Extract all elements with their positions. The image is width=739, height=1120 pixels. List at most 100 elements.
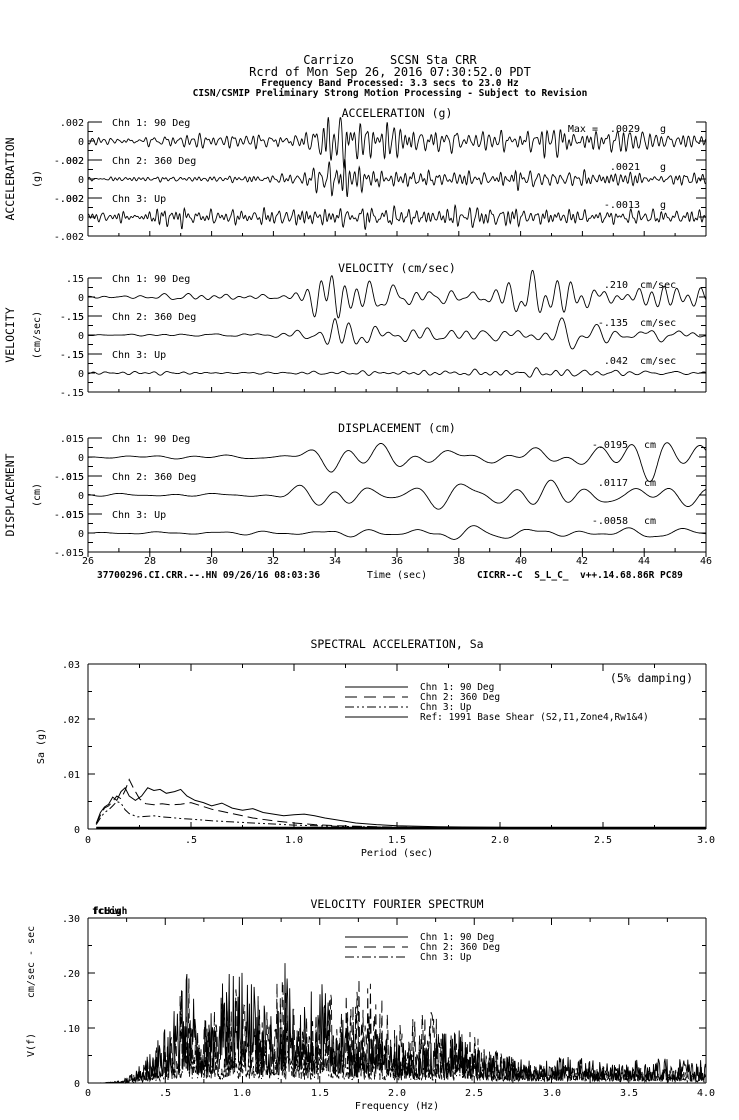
- vf-ytick-30: .30: [62, 914, 80, 925]
- vel-chn3-max-value: .042: [604, 356, 628, 367]
- acc-chn1-ytick-zero: 0: [78, 137, 84, 148]
- vf-xtick-40: 4.0: [697, 1088, 715, 1099]
- vf-ytick-0: 0: [74, 1079, 80, 1090]
- vf-legend-chn2: Chn 2: 360 Deg: [420, 942, 500, 953]
- vf-ytick-20: .20: [62, 969, 80, 980]
- time-tick-40: 40: [515, 556, 527, 567]
- time-tick-46: 46: [700, 556, 712, 567]
- disp-chn2-max-unit: cm: [644, 478, 656, 489]
- sa-ytick-03: .03: [62, 660, 80, 671]
- sa-damping-note: (5% damping): [610, 671, 693, 685]
- acc-chn2-ytick-bottom: -.002: [54, 194, 84, 205]
- vf-xtick-0: 0: [85, 1088, 91, 1099]
- displacement-waveform-chn3: [88, 525, 707, 540]
- disp-chn3-ytick-zero: 0: [78, 529, 84, 540]
- vf-xtick-35: 3.5: [620, 1088, 638, 1099]
- velocity-waveform-chn1: [87, 269, 707, 319]
- displacement-side-units: (cm): [32, 483, 43, 507]
- disp-chn3-max-unit: cm: [644, 516, 656, 527]
- acc-chn1-max-unit: g: [660, 124, 666, 135]
- acceleration-side-units: (g): [32, 170, 43, 188]
- acc-chn2-ytick-zero: 0: [78, 175, 84, 186]
- sa-xtick-15: 1.5: [388, 835, 406, 846]
- time-tick-30: 30: [206, 556, 218, 567]
- sa-xtick-30: 3.0: [697, 835, 715, 846]
- vf-curve-3: [88, 1044, 707, 1085]
- header-record-line: Rcrd of Mon Sep 26, 2016 07:30:52.0 PDT: [249, 65, 531, 79]
- sa-ytick-01: .01: [62, 770, 80, 781]
- displacement-side-label: DISPLACEMENT: [3, 453, 17, 536]
- acc-chn3-ytick-top: .002: [60, 194, 84, 205]
- acc-chn2-label: Chn 2: 360 Deg: [112, 156, 196, 167]
- disp-chn3-label: Chn 3: Up: [112, 510, 166, 521]
- velocity-waveform-chn2: [87, 317, 707, 350]
- sa-xlabel: Period (sec): [361, 848, 433, 859]
- sa-xtick-05: .5: [185, 835, 197, 846]
- acc-chn1-ytick-top: .002: [60, 118, 84, 129]
- acc-chn3-ytick-zero: 0: [78, 213, 84, 224]
- disp-chn1-ytick-top: .015: [60, 434, 84, 445]
- acceleration-waveform-chn1: [87, 117, 707, 169]
- vf-legend-chn1: Chn 1: 90 Deg: [420, 932, 494, 943]
- displacement-title: DISPLACEMENT (cm): [338, 421, 456, 435]
- sa-title: SPECTRAL ACCELERATION, Sa: [310, 637, 483, 651]
- vel-chn3-label: Chn 3: Up: [112, 350, 166, 361]
- vel-chn2-ytick-zero: 0: [78, 331, 84, 342]
- vel-chn1-label: Chn 1: 90 Deg: [112, 274, 190, 285]
- vel-chn3-ytick-zero: 0: [78, 369, 84, 380]
- disp-chn1-ytick-bottom: -.015: [54, 472, 84, 483]
- disp-chn2-ytick-zero: 0: [78, 491, 84, 502]
- disp-chn2-ytick-top: .015: [60, 472, 84, 483]
- disp-chn2-max-value: .0117: [598, 478, 628, 489]
- velocity-side-label: VELOCITY: [3, 307, 17, 362]
- acc-chn3-ytick-bottom: -.002: [54, 232, 84, 243]
- vf-xtick-05: .5: [159, 1088, 171, 1099]
- acc-chn3-max-value: -.0013: [604, 200, 640, 211]
- acc-chn2-ytick-top: .002: [60, 156, 84, 167]
- vf-legend-chn3: Chn 3: Up: [420, 952, 472, 963]
- acc-chn3-max-unit: g: [660, 200, 666, 211]
- header-station-line: Carrizo SCSN Sta CRR: [303, 53, 477, 67]
- acc-chn2-max-unit: g: [660, 162, 666, 173]
- disp-chn2-label: Chn 2: 360 Deg: [112, 472, 196, 483]
- vf-xlabel: Frequency (Hz): [355, 1101, 439, 1112]
- sa-ytick-02: .02: [62, 715, 80, 726]
- acceleration-side-label: ACCELERATION: [3, 137, 17, 220]
- velocity-waveform-chn3: [87, 367, 707, 378]
- vf-fclow-label: fcLow: [92, 906, 121, 917]
- acceleration-title: ACCELERATION (g): [342, 106, 453, 120]
- vel-chn1-max-value: .210: [604, 280, 628, 291]
- vel-chn2-max-unit: cm/sec: [640, 318, 676, 329]
- acc-chn1-label: Chn 1: 90 Deg: [112, 118, 190, 129]
- disp-chn1-max-unit: cm: [644, 440, 656, 451]
- vf-xtick-25: 2.5: [465, 1088, 483, 1099]
- header-processing-line: CISN/CSMIP Preliminary Strong Motion Pro…: [193, 88, 588, 99]
- time-tick-26: 26: [82, 556, 94, 567]
- vel-chn3-ytick-bottom: -.15: [60, 388, 84, 399]
- vf-xtick-20: 2.0: [388, 1088, 406, 1099]
- sa-xtick-20: 2.0: [491, 835, 509, 846]
- vf-ylabel-units: cm/sec - sec: [26, 926, 37, 998]
- sa-curve-3: [95, 800, 707, 829]
- plot-geometry-layer: [87, 117, 707, 1085]
- vel-chn1-ytick-top: .15: [66, 274, 84, 285]
- vf-ylabel-main: V(f): [26, 1033, 37, 1057]
- vf-curve-2: [88, 978, 707, 1085]
- vf-ytick-10: .10: [62, 1024, 80, 1035]
- sa-legend-ref: Ref: 1991 Base Shear (S2,I1,Zone4,Rw1&4): [420, 712, 649, 723]
- vf-title: VELOCITY FOURIER SPECTRUM: [310, 897, 483, 911]
- footer-record-id: 37700296.CI.CRR.--.HN 09/26/16 08:03:36: [97, 570, 320, 581]
- acc-chn2-max-value: .0021: [610, 162, 640, 173]
- header-freqband-line: Frequency Band Processed: 3.3 secs to 23…: [261, 78, 519, 89]
- velocity-title: VELOCITY (cm/sec): [338, 261, 456, 275]
- time-tick-32: 32: [267, 556, 279, 567]
- time-tick-34: 34: [329, 556, 341, 567]
- acc-chn3-label: Chn 3: Up: [112, 194, 166, 205]
- footer-processing: CICRR--C S_L_C_ v++.14.68.86R PC89: [477, 570, 683, 581]
- sa-legend-chn1: Chn 1: 90 Deg: [420, 682, 494, 693]
- sa-legend-chn2: Chn 2: 360 Deg: [420, 692, 500, 703]
- acc-chn1-max-prefix: Max =: [568, 124, 598, 135]
- vf-fchigh-label: fcHigh: [93, 906, 127, 917]
- acceleration-waveform-chn3: [87, 204, 707, 230]
